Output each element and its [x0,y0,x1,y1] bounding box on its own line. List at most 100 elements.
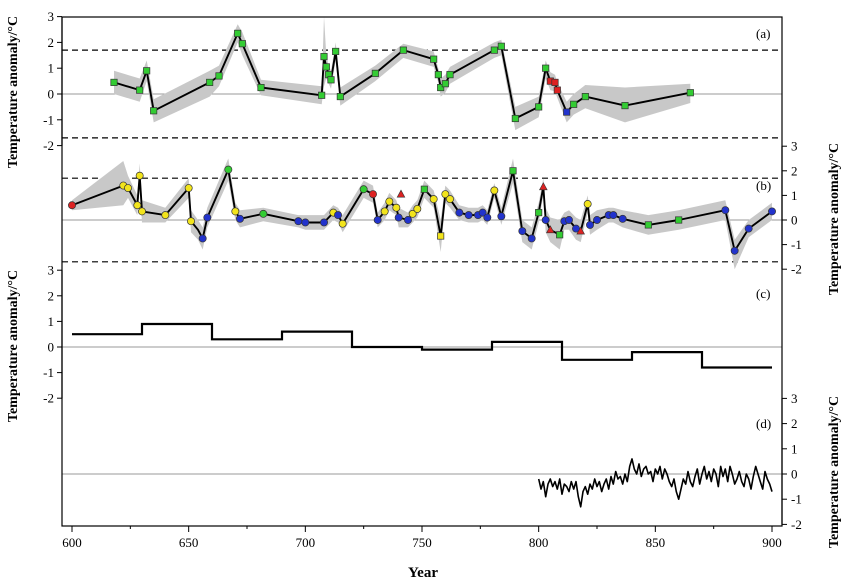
data-point-2-47 [535,209,543,217]
data-point-2-30 [408,209,417,218]
data-point-1-3 [150,107,158,115]
data-point-2-11 [224,165,233,174]
y-tick-label-3--2: -2 [43,391,54,406]
data-point-1-9 [318,91,326,99]
y-tick-label-4-1: 1 [791,441,798,456]
data-point-2-4 [135,171,144,180]
data-point-2-25 [385,197,394,206]
y-axis-label-c: Temperature anomaly/°C [6,270,21,422]
data-point-2-29 [404,216,412,224]
data-point-2-23 [373,216,382,224]
panel-4 [62,458,782,508]
data-point-2-56 [583,200,592,208]
y-tick-label-4-0: 0 [791,467,798,482]
x-tick-label-750: 750 [412,535,432,550]
data-point-2-46 [527,234,536,243]
y-tick-label-2--2: -2 [791,262,802,277]
data-point-2-19 [334,211,342,220]
y-axis-label-b: Temperature anomaly/°C [827,143,842,295]
x-tick-label-700: 700 [296,535,316,550]
data-point-2-20 [338,219,347,228]
data-point-2-0 [68,201,76,210]
x-tick-label-850: 850 [646,535,666,550]
data-point-2-49 [541,216,550,224]
y-tick-label-1-3: 3 [48,9,55,24]
data-point-2-33 [429,195,438,204]
data-point-1-35 [686,89,694,97]
x-axis-label: Year [408,565,438,580]
data-point-2-58 [593,216,601,224]
uncertainty-band-2 [72,158,772,270]
data-point-1-18 [430,55,438,63]
data-point-1-6 [234,29,242,37]
y-tick-label-1--2: -2 [43,138,54,153]
y-tick-label-4--2: -2 [791,517,802,532]
data-point-2-40 [478,208,487,217]
data-point-1-23 [490,46,498,54]
data-point-1-27 [542,64,550,72]
data-point-1-17 [399,46,407,54]
panel-label-b: (b) [756,178,771,193]
data-point-2-48 [539,182,548,191]
data-point-1-14 [332,47,340,55]
data-point-2-24 [380,207,389,216]
data-point-2-10 [203,213,212,222]
data-point-2-61 [618,214,627,223]
data-point-2-55 [576,226,585,235]
data-point-2-28 [396,189,406,198]
data-point-2-3 [133,201,142,210]
data-point-2-14 [259,209,268,218]
data-point-2-9 [198,234,207,243]
y-tick-label-2-3: 3 [791,139,798,154]
data-point-2-21 [359,185,368,194]
y-tick-label-3-0: 0 [48,340,55,355]
data-point-1-26 [535,103,543,111]
y-tick-label-3--1: -1 [43,365,54,380]
data-point-1-8 [257,83,265,92]
data-point-2-43 [497,212,506,221]
data-point-2-66 [744,224,753,233]
panel-3 [62,322,782,369]
panel-label-c: (c) [756,286,770,301]
data-point-2-44 [509,167,517,175]
data-point-1-30 [553,86,561,94]
data-point-2-42 [490,186,499,195]
series-line-4 [537,458,773,508]
data-point-1-7 [238,40,246,48]
data-point-2-35 [441,190,450,199]
uncertainty-band-1 [114,16,691,131]
data-point-1-24 [497,42,505,50]
data-point-1-32 [570,100,578,108]
panel-label-d: (d) [756,416,771,431]
data-point-1-4 [206,78,214,86]
data-point-1-11 [322,63,330,71]
y-tick-label-3-2: 2 [48,288,55,303]
x-tick-label-900: 900 [762,535,782,550]
data-point-2-38 [464,211,473,220]
data-point-2-64 [721,206,730,215]
data-point-1-2 [143,67,151,75]
x-tick-label-600: 600 [62,535,82,550]
data-point-2-45 [518,227,527,236]
data-point-2-8 [187,217,195,226]
data-point-1-19 [434,71,442,79]
data-point-2-17 [320,218,328,227]
data-point-1-0 [110,78,118,86]
data-point-2-60 [609,211,618,220]
y-tick-label-4--1: -1 [791,492,802,507]
data-point-2-53 [565,216,573,224]
data-point-2-41 [483,213,492,222]
data-point-2-65 [730,246,739,255]
y-tick-label-2-1: 1 [791,188,798,203]
data-point-1-10 [320,53,328,61]
data-point-1-5 [215,72,223,80]
data-point-2-63 [675,216,683,224]
y-axis-label-a: Temperature anomaly/°C [6,16,21,168]
y-tick-label-1-0: 0 [48,87,55,102]
data-point-1-20 [437,83,445,92]
y-tick-label-1-1: 1 [48,61,55,76]
data-point-2-57 [586,220,594,229]
data-point-2-31 [413,204,422,213]
panel-1 [62,16,782,139]
